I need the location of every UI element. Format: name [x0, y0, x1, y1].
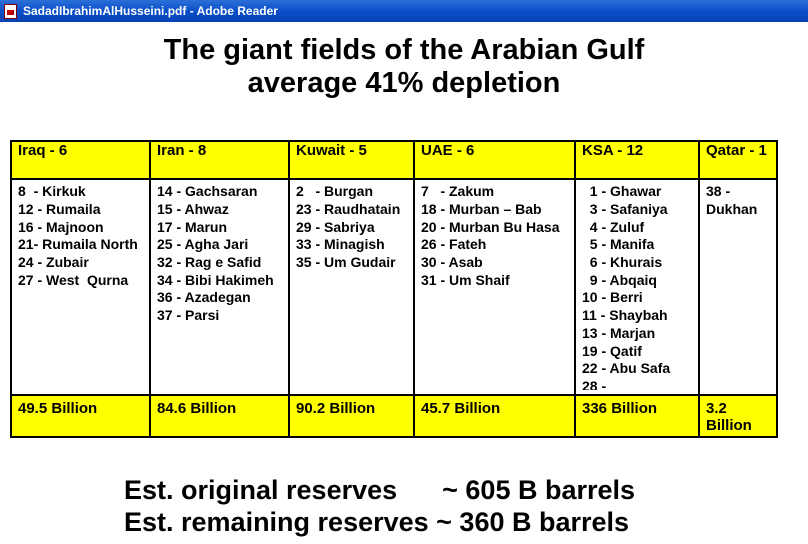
country-header: Iraq - 6	[10, 139, 151, 181]
oil-field-item: 28 -	[582, 377, 607, 391]
reserves-total: 3.2 Billion	[706, 399, 752, 434]
oil-field-item: 17 - Marun	[157, 218, 228, 235]
oil-field-item: 34 - Bibi Hakimeh	[157, 271, 274, 288]
reserves-total-cell: 84.6 Billion	[149, 393, 290, 439]
original-reserves-line: Est. original reserves ~ 605 B barrels	[124, 475, 636, 505]
field-list-cell: 38 - Dukhan	[698, 178, 778, 396]
oil-field-item: 12 - Rumaila	[18, 200, 101, 217]
oil-field-item: 35 - Um Gudair	[296, 254, 396, 271]
oil-field-item: 3 - Safaniya	[582, 200, 668, 217]
oil-field-item: 14 - Gachsaran	[157, 183, 258, 200]
slide-title-line2: average 41% depletion	[247, 67, 561, 99]
reserves-summary: Est. original reserves ~ 605 B barrels E…	[124, 474, 635, 538]
oil-field-item: 16 - Majnoon	[18, 218, 104, 235]
field-list-cell: 14 - Gachsaran 15 - Ahwaz 17 - Marun 25 - A…	[149, 178, 290, 396]
oil-field-item: 21- Rumaila North	[18, 236, 138, 253]
oil-field-item: 26 - Fateh	[421, 236, 487, 253]
giant-fields-table: Iraq - 6 Iran - 8 Kuwait - 5 UAE - 6 KSA…	[10, 139, 778, 439]
oil-field-item: 6 - Khurais	[582, 254, 663, 271]
field-list: 1 - Ghawar 3 - Safaniya 4 - Zuluf 5 - Ma…	[577, 181, 697, 391]
oil-field-item: 23 - Raudhatain	[296, 200, 401, 217]
oil-field-item: 38 - Dukhan	[706, 183, 758, 217]
oil-field-item: 19 - Qatif	[582, 342, 642, 359]
reserves-total-cell: 90.2 Billion	[288, 393, 415, 439]
table-total-row: 49.5 Billion 84.6 Billion 90.2 Billion 4…	[10, 393, 778, 439]
pdf-document-icon	[4, 3, 17, 19]
oil-field-item: 15 - Ahwaz	[157, 200, 229, 217]
oil-field-item: 2 - Burgan	[296, 183, 374, 200]
country-header-label: Qatar - 1	[706, 142, 767, 159]
slide-title-line1: The giant fields of the Arabian Gulf	[163, 34, 645, 66]
country-header: Qatar - 1	[698, 139, 778, 181]
field-list: 7 - Zakum 18 - Murban – Bab 20 - Murban Bu…	[416, 181, 573, 289]
field-list: 38 - Dukhan	[701, 181, 775, 218]
oil-field-item: 36 - Azadegan	[157, 289, 251, 306]
oil-field-item: 25 - Agha Jari	[157, 236, 249, 253]
window-title: SadadIbrahimAlHusseini.pdf - Adobe Reade…	[23, 4, 278, 18]
oil-field-item: 20 - Murban Bu Hasa	[421, 218, 560, 235]
reserves-total-cell: 336 Billion	[574, 393, 700, 439]
field-list: 14 - Gachsaran 15 - Ahwaz 17 - Marun 25 - A…	[152, 181, 287, 325]
country-header: UAE - 6	[413, 139, 576, 181]
field-list: 8 - Kirkuk 12 - Rumaila 16 - Majnoon 21- Ru…	[13, 181, 148, 289]
field-list-cell: 2 - Burgan 23 - Raudhatain 29 - Sabriya 33 …	[288, 178, 415, 396]
oil-field-item: 13 - Marjan	[582, 324, 656, 341]
oil-field-item: 7 - Zakum	[421, 183, 495, 200]
field-list-cell: 8 - Kirkuk 12 - Rumaila 16 - Majnoon 21- Ru…	[10, 178, 151, 396]
reserves-total-cell: 45.7 Billion	[413, 393, 576, 439]
field-list-cell: 7 - Zakum 18 - Murban – Bab 20 - Murban Bu…	[413, 178, 576, 396]
oil-field-item: 9 - Abqaiq	[582, 271, 657, 288]
oil-field-item: 33 - Minagish	[296, 236, 385, 253]
table-fields-row: 8 - Kirkuk 12 - Rumaila 16 - Majnoon 21- Ru…	[10, 178, 778, 396]
oil-field-item: 27 - West Qurna	[18, 271, 129, 288]
oil-field-item: 18 - Murban – Bab	[421, 200, 542, 217]
field-list: 2 - Burgan 23 - Raudhatain 29 - Sabriya 33 …	[291, 181, 412, 272]
country-header-label: UAE - 6	[421, 142, 475, 159]
oil-field-item: 5 - Manifa	[582, 236, 655, 253]
oil-field-item: 37 - Parsi	[157, 307, 220, 324]
oil-field-item: 10 - Berri	[582, 289, 643, 306]
country-header: KSA - 12	[574, 139, 700, 181]
reserves-total: 90.2 Billion	[296, 399, 376, 417]
reserves-total-cell: 3.2 Billion	[698, 393, 778, 439]
country-header: Kuwait - 5	[288, 139, 415, 181]
oil-field-item: 22 - Abu Safa	[582, 360, 671, 377]
field-list-cell: 1 - Ghawar 3 - Safaniya 4 - Zuluf 5 - Ma…	[574, 178, 700, 396]
oil-field-item: 29 - Sabriya	[296, 218, 375, 235]
window-titlebar[interactable]: SadadIbrahimAlHusseini.pdf - Adobe Reade…	[0, 0, 808, 22]
remaining-reserves-line: Est. remaining reserves ~ 360 B barrels	[124, 507, 630, 537]
reserves-total-cell: 49.5 Billion	[10, 393, 151, 439]
oil-field-item: 30 - Asab	[421, 254, 483, 271]
reserves-total: 45.7 Billion	[421, 399, 501, 417]
country-header-label: Iraq - 6	[18, 142, 68, 159]
oil-field-item: 24 - Zubair	[18, 254, 89, 271]
country-header-label: KSA - 12	[582, 142, 644, 159]
oil-field-item: 31 - Um Shaif	[421, 271, 510, 288]
slide-title: The giant fields of the Arabian Gulf ave…	[0, 34, 808, 100]
country-header-label: Iran - 8	[157, 142, 207, 159]
oil-field-item: 4 - Zuluf	[582, 218, 645, 235]
oil-field-item: 11 - Shaybah	[582, 307, 668, 324]
reserves-total: 49.5 Billion	[18, 399, 98, 417]
oil-field-item: 32 - Rag e Safid	[157, 254, 262, 271]
reserves-total: 84.6 Billion	[157, 399, 237, 417]
table-header-row: Iraq - 6 Iran - 8 Kuwait - 5 UAE - 6 KSA…	[10, 139, 778, 181]
country-header: Iran - 8	[149, 139, 290, 181]
oil-field-item: 8 - Kirkuk	[18, 183, 86, 200]
country-header-label: Kuwait - 5	[296, 142, 367, 159]
reserves-total: 336 Billion	[582, 399, 658, 417]
oil-field-item: 1 - Ghawar	[582, 183, 662, 200]
